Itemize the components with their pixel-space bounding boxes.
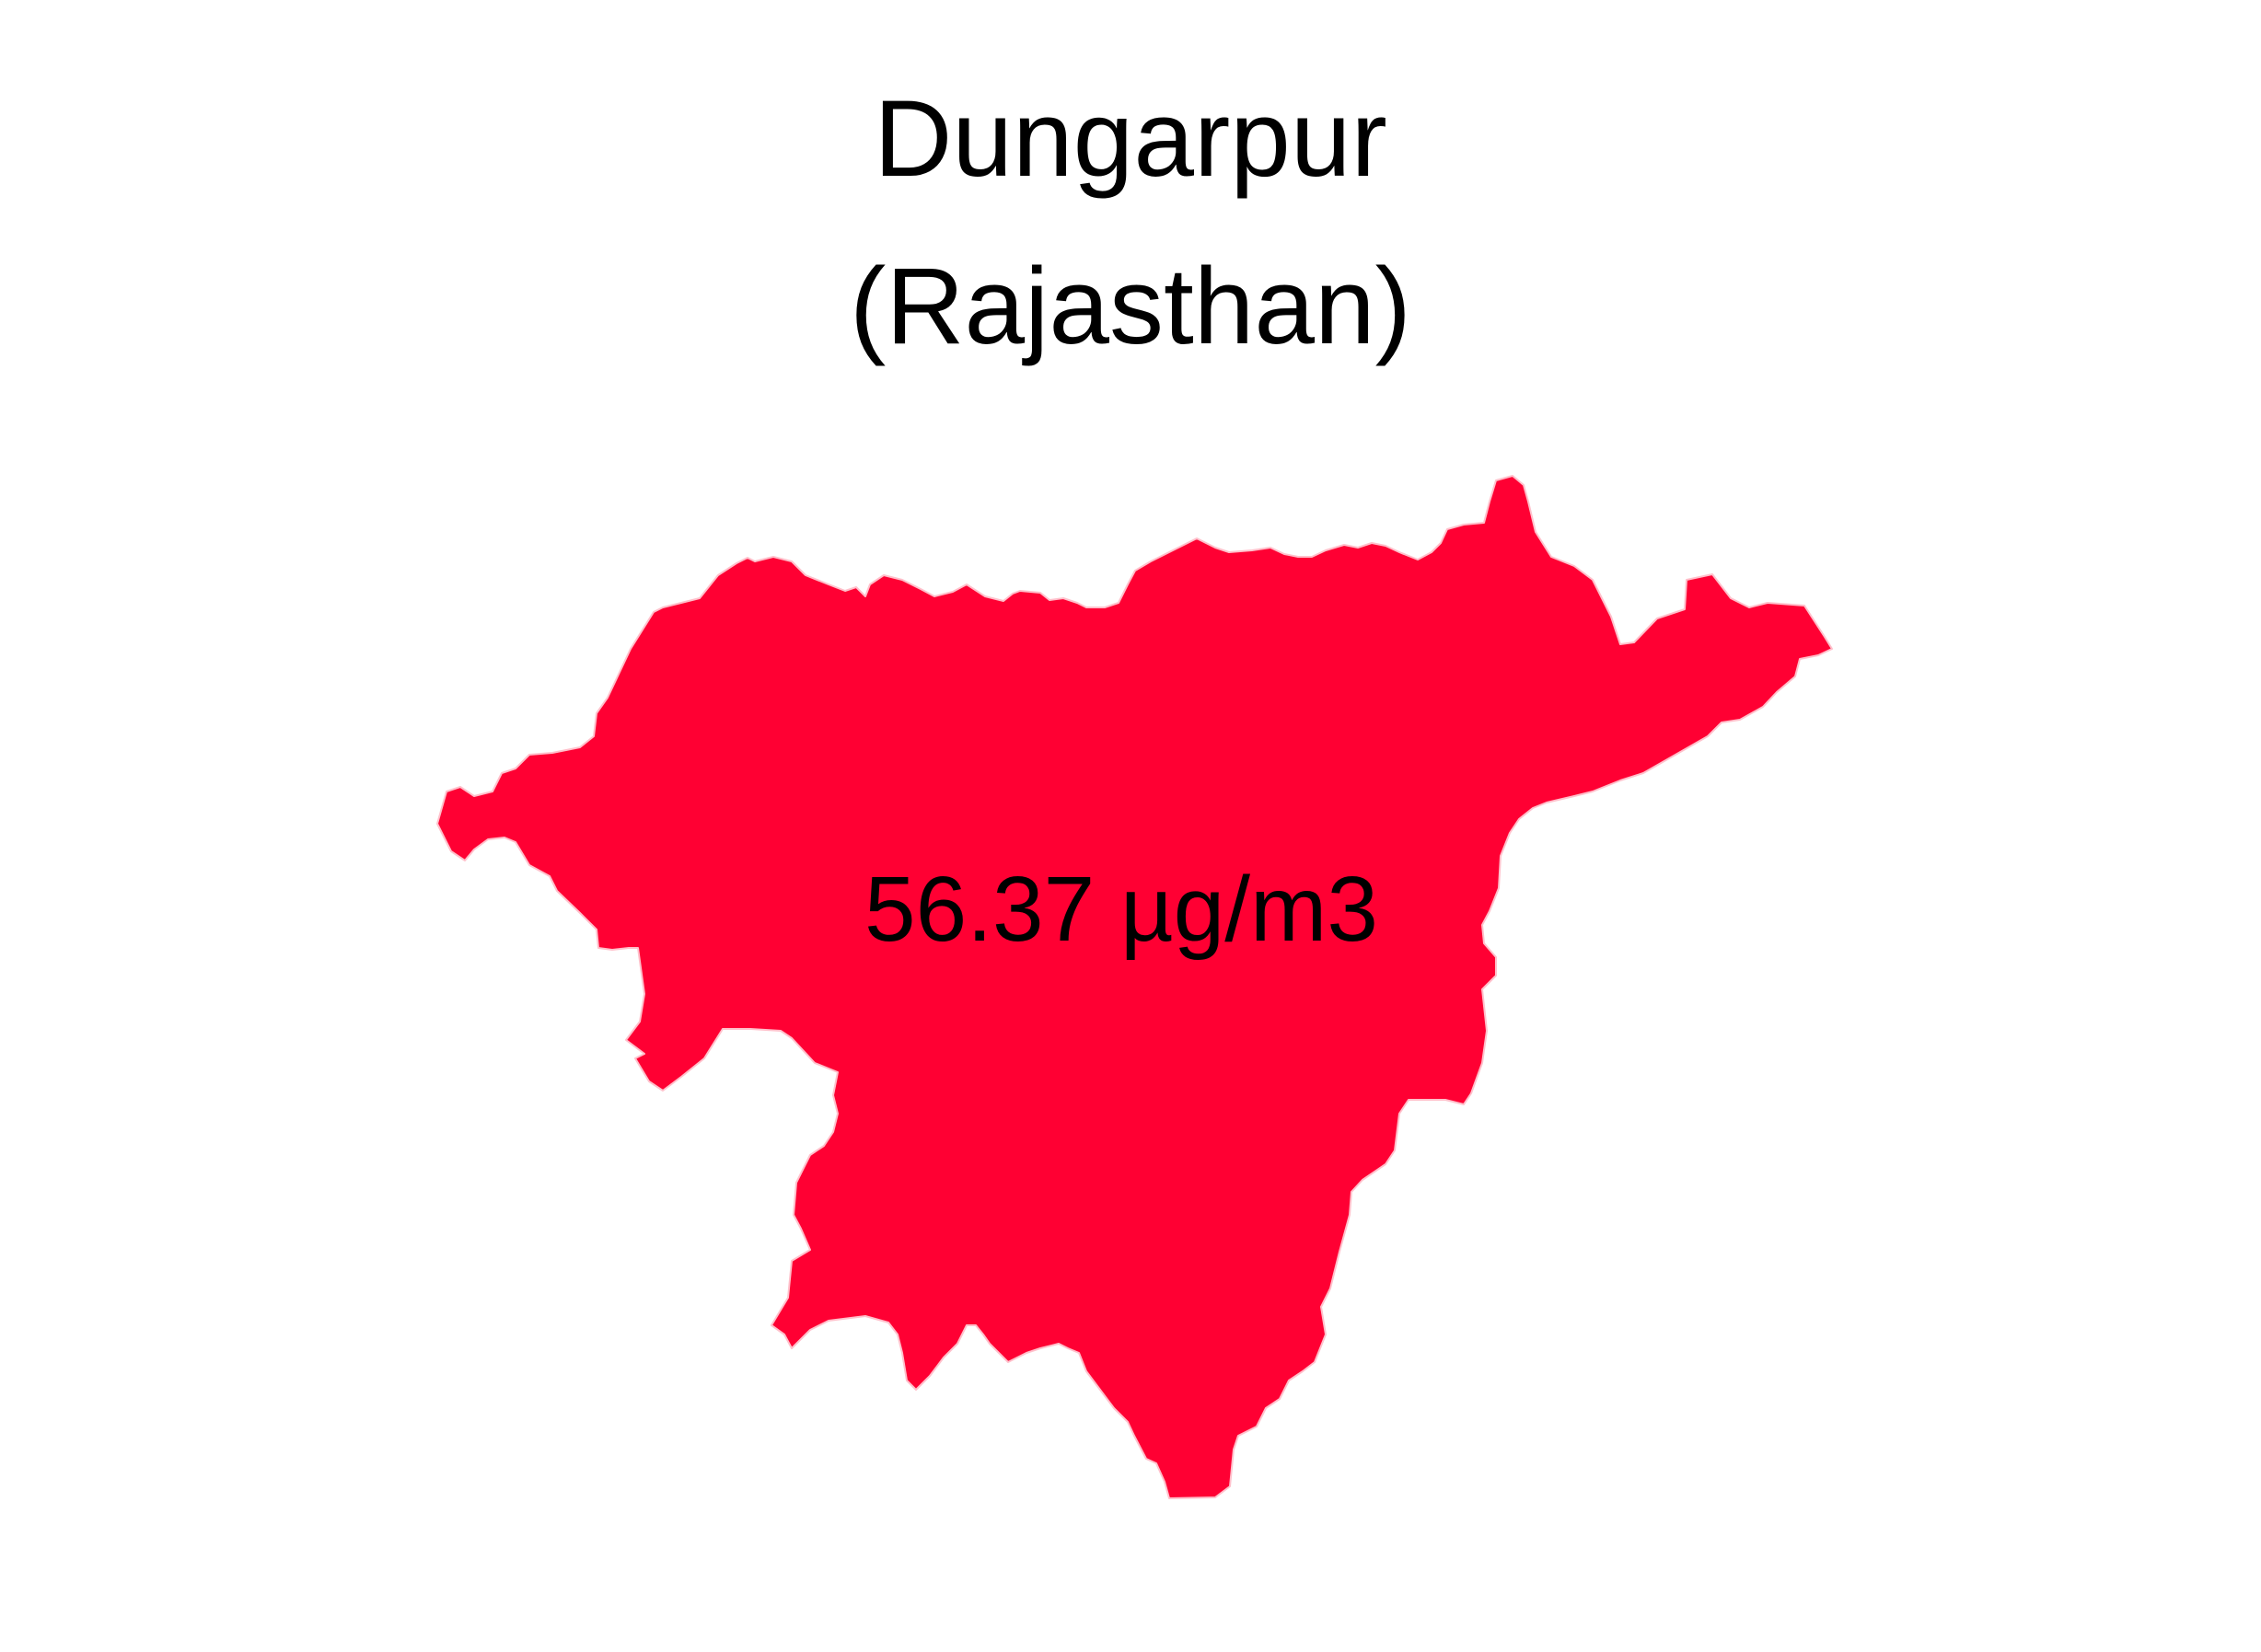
pm25-value-label: 56.37 µg/m3 [864, 858, 1378, 961]
district-boundary [436, 475, 1833, 1499]
state-name: (Rajasthan) [850, 246, 1411, 367]
map-title: Dungarpur (Rajasthan) [0, 55, 2261, 390]
district-name: Dungarpur [874, 78, 1387, 200]
